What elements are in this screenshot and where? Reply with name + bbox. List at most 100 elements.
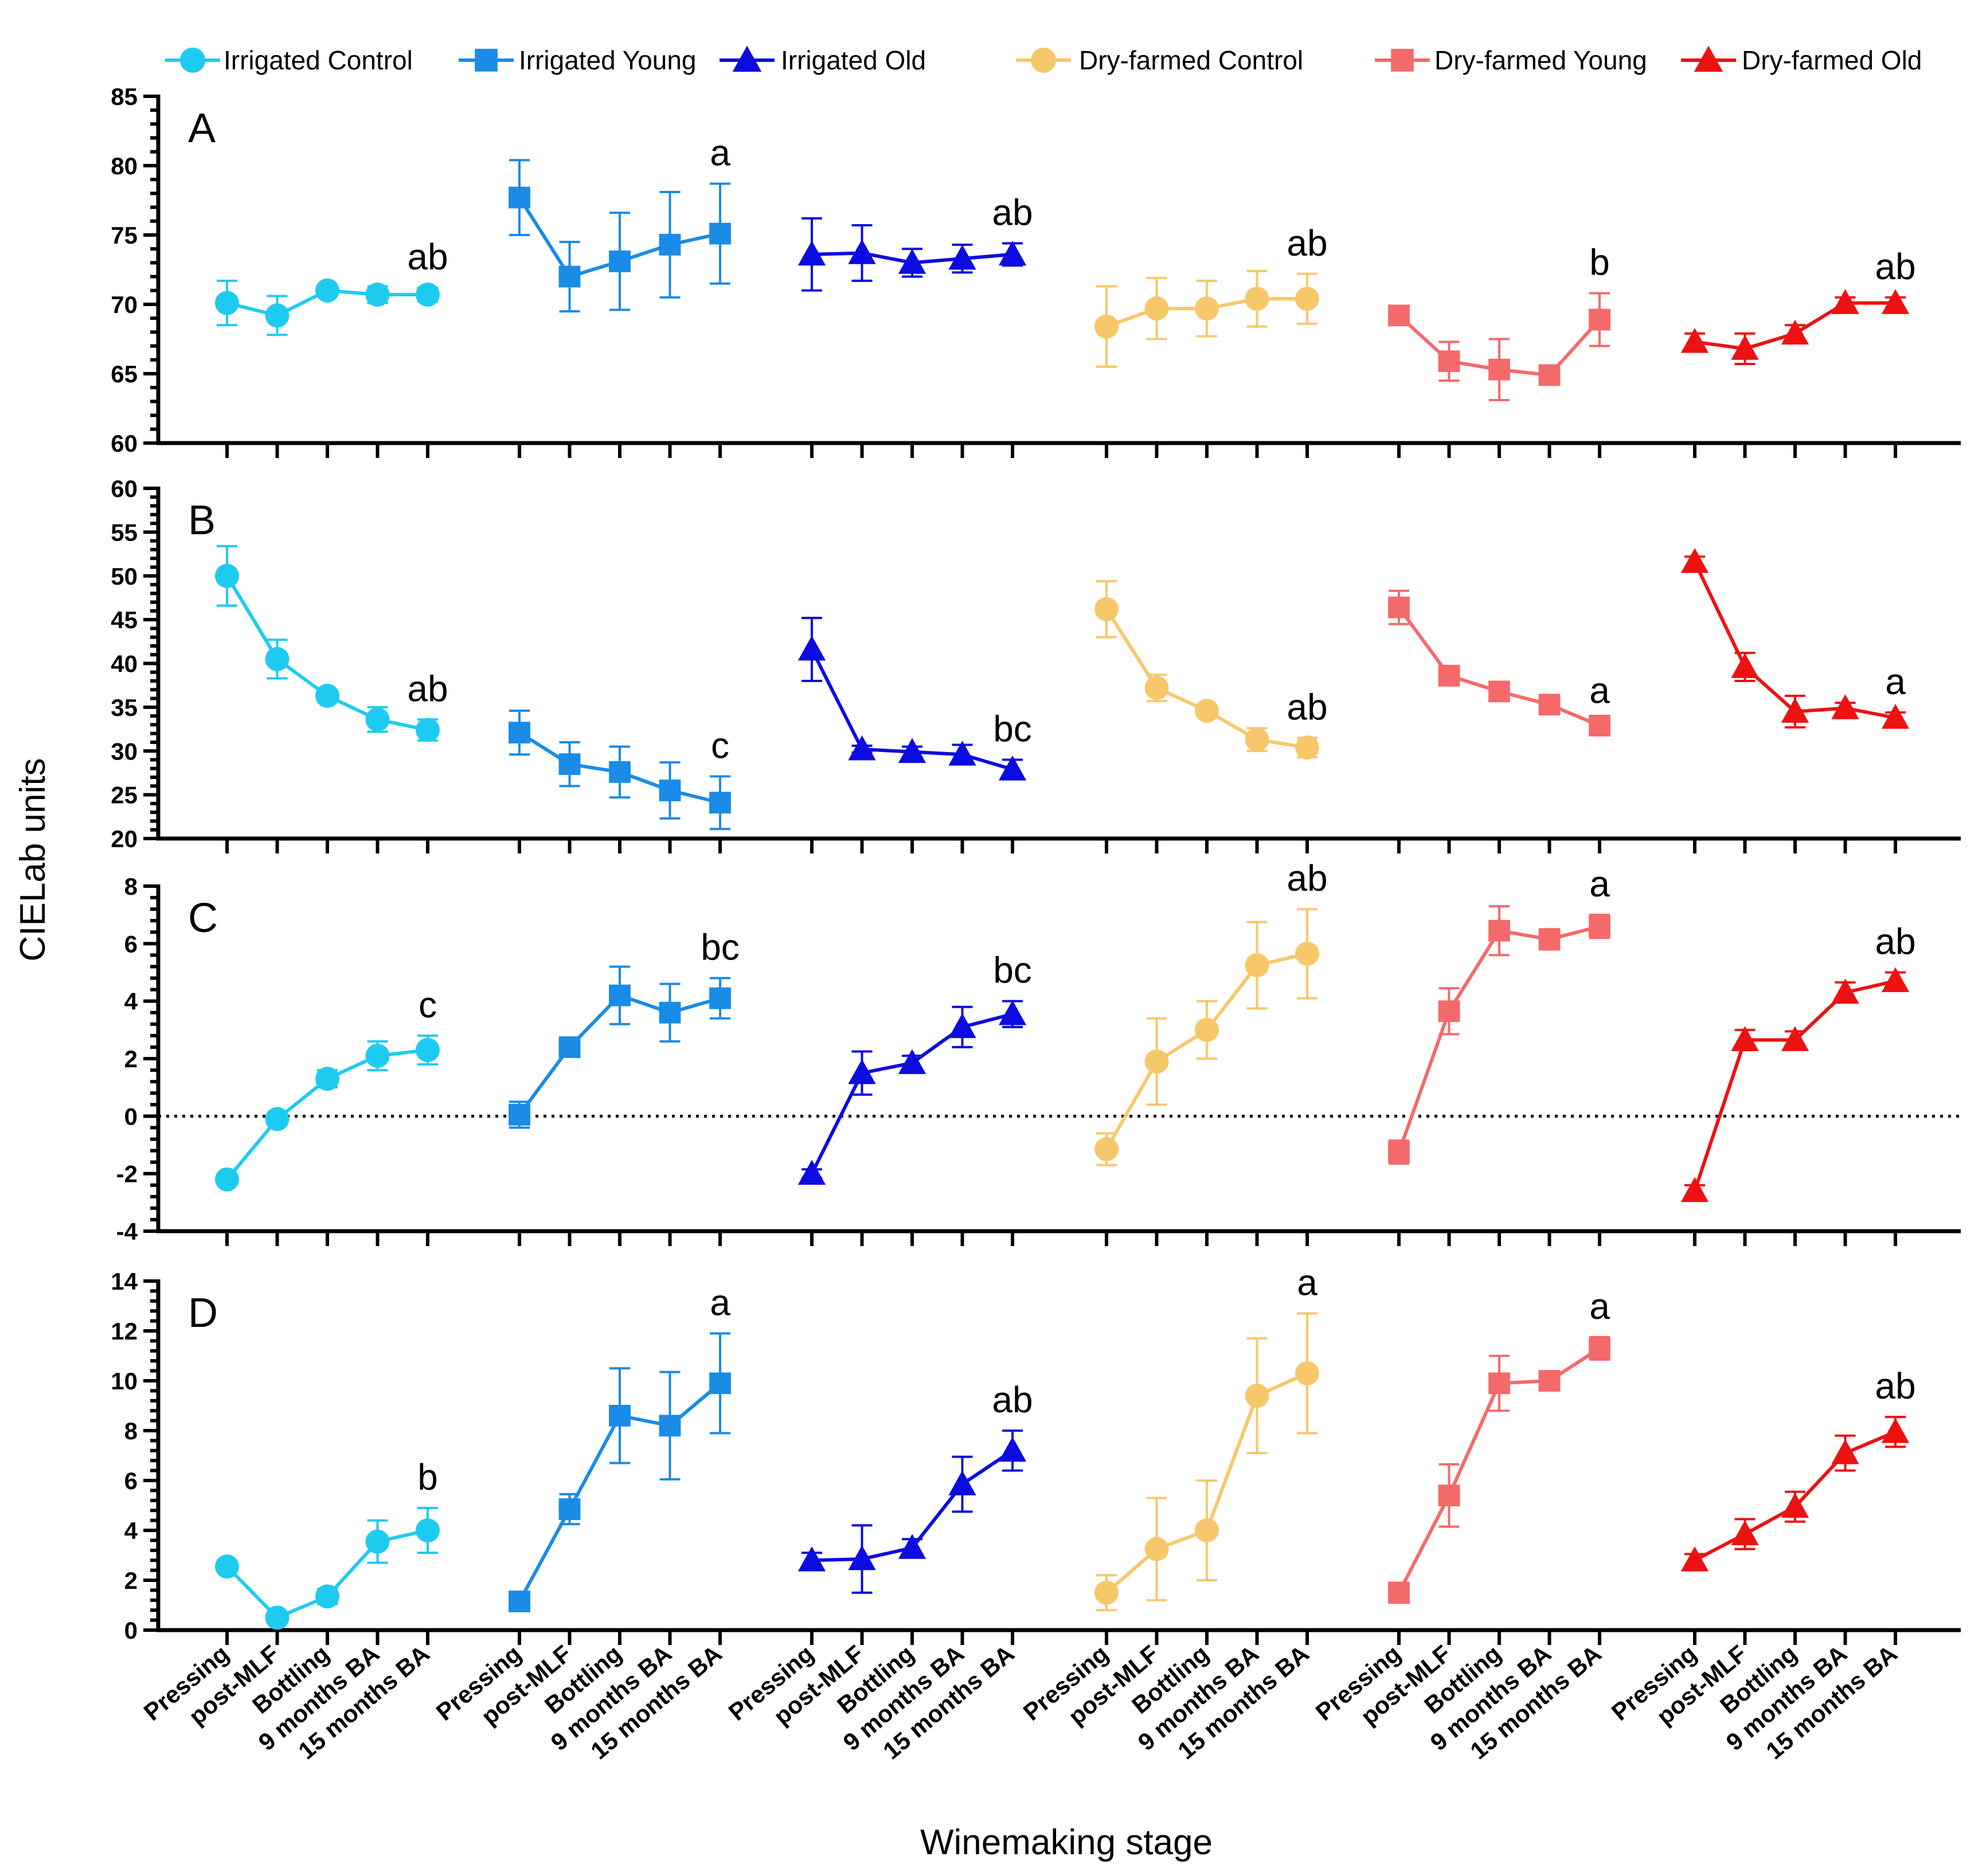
- legend-item: Dry-farmed Old: [1681, 45, 1922, 75]
- data-point: [265, 1605, 290, 1630]
- legend-label: Irrigated Old: [781, 45, 926, 75]
- significance-letter: bc: [701, 927, 740, 968]
- significance-letter: bc: [993, 950, 1032, 991]
- data-point: [315, 684, 339, 708]
- data-point: [1388, 596, 1410, 618]
- data-point: [1731, 335, 1759, 360]
- data-point: [948, 1013, 976, 1039]
- data-point: [1680, 1546, 1709, 1572]
- data-point: [1538, 1370, 1561, 1392]
- data-point: [1731, 1520, 1759, 1545]
- data-point: [609, 250, 631, 272]
- y-tick-label: 85: [111, 83, 138, 110]
- legend-item: Irrigated Old: [720, 45, 926, 75]
- series-irrigated-control: ab: [215, 545, 448, 742]
- data-point: [1781, 698, 1809, 723]
- data-point: [609, 984, 631, 1006]
- data-point: [1781, 319, 1809, 345]
- significance-letter: ab: [992, 192, 1033, 233]
- data-point: [1388, 1141, 1410, 1163]
- data-point: [1195, 698, 1219, 723]
- data-point: [797, 1160, 826, 1185]
- data-point: [1195, 1518, 1219, 1542]
- significance-letter: ab: [1875, 1365, 1915, 1407]
- legend-item: Dry-farmed Control: [1016, 45, 1303, 75]
- data-point: [1781, 1026, 1809, 1051]
- data-point: [1438, 1485, 1460, 1506]
- legend-label: Dry-farmed Young: [1434, 45, 1647, 75]
- data-point: [797, 240, 826, 266]
- data-point: [509, 1591, 530, 1612]
- data-point: [1680, 1177, 1709, 1203]
- data-point: [609, 1405, 631, 1427]
- data-point: [709, 987, 731, 1009]
- data-point: [1245, 1384, 1269, 1408]
- series-dry-farmed-young: b: [1388, 242, 1610, 401]
- data-point: [1094, 1137, 1119, 1162]
- y-tick-label: 60: [111, 430, 138, 457]
- data-point: [1295, 287, 1319, 311]
- legend-marker: [475, 49, 498, 72]
- y-tick-label: 8: [124, 873, 138, 900]
- significance-letter: a: [1885, 661, 1906, 702]
- data-point: [998, 1000, 1027, 1025]
- data-point: [1589, 308, 1610, 331]
- legend-label: Dry-farmed Old: [1742, 45, 1922, 75]
- series-irrigated-control: b: [215, 1456, 440, 1630]
- significance-letter: b: [1589, 242, 1610, 283]
- y-tick-label: 20: [111, 825, 138, 852]
- data-point: [365, 1529, 390, 1554]
- panel-a: 60 65 70 75 80 85 Aab a ab ab b ab: [111, 83, 1961, 458]
- data-point: [1144, 1049, 1169, 1074]
- data-point: [659, 234, 681, 256]
- data-point: [848, 735, 876, 761]
- significance-letter: a: [1589, 863, 1610, 904]
- data-point: [558, 1036, 581, 1058]
- data-point: [848, 239, 876, 264]
- y-tick-label: 10: [111, 1368, 138, 1395]
- data-point: [215, 563, 239, 588]
- data-point: [1881, 967, 1910, 992]
- data-point: [416, 718, 440, 742]
- data-point: [659, 1415, 681, 1437]
- data-point: [1438, 1000, 1460, 1023]
- data-point: [1438, 350, 1460, 373]
- data-point: [365, 283, 390, 307]
- legend-marker: [732, 45, 762, 72]
- data-point: [558, 1498, 581, 1520]
- data-point: [1781, 1493, 1809, 1518]
- series-dry-farmed-old: ab: [1680, 921, 1916, 1203]
- legend-marker: [1694, 45, 1723, 72]
- data-point: [365, 707, 390, 732]
- data-point: [1295, 735, 1319, 760]
- legend-label: Irrigated Control: [224, 45, 413, 75]
- data-point: [1488, 919, 1510, 942]
- data-point: [898, 738, 926, 763]
- data-point: [1245, 287, 1269, 311]
- significance-letter: bc: [993, 708, 1032, 750]
- legend-item: Irrigated Control: [165, 45, 413, 75]
- data-point: [1589, 715, 1610, 737]
- data-point: [1245, 953, 1269, 977]
- data-point: [1094, 1580, 1119, 1605]
- legend-marker: [180, 48, 205, 73]
- panel-b: 20 25 30 35 40 45 50 55 60 Bab c bc ab a a: [111, 475, 1961, 853]
- data-point: [659, 780, 681, 801]
- series-irrigated-young: a: [509, 1282, 731, 1612]
- y-tick-label: 40: [111, 651, 138, 677]
- series-dry-farmed-control: ab: [1094, 579, 1328, 760]
- y-tick-label: 0: [124, 1617, 138, 1644]
- data-point: [1538, 364, 1561, 386]
- significance-letter: ab: [1875, 921, 1915, 962]
- y-tick-label: 70: [111, 291, 138, 318]
- data-point: [315, 1067, 339, 1091]
- y-tick-label: 60: [111, 475, 138, 502]
- y-tick-label: 12: [111, 1318, 138, 1345]
- data-point: [1195, 1017, 1219, 1042]
- significance-letter: c: [419, 984, 437, 1025]
- y-tick-label: 65: [111, 361, 138, 387]
- data-point: [509, 722, 530, 744]
- data-point: [558, 265, 581, 288]
- data-point: [1881, 704, 1910, 729]
- data-point: [797, 635, 826, 661]
